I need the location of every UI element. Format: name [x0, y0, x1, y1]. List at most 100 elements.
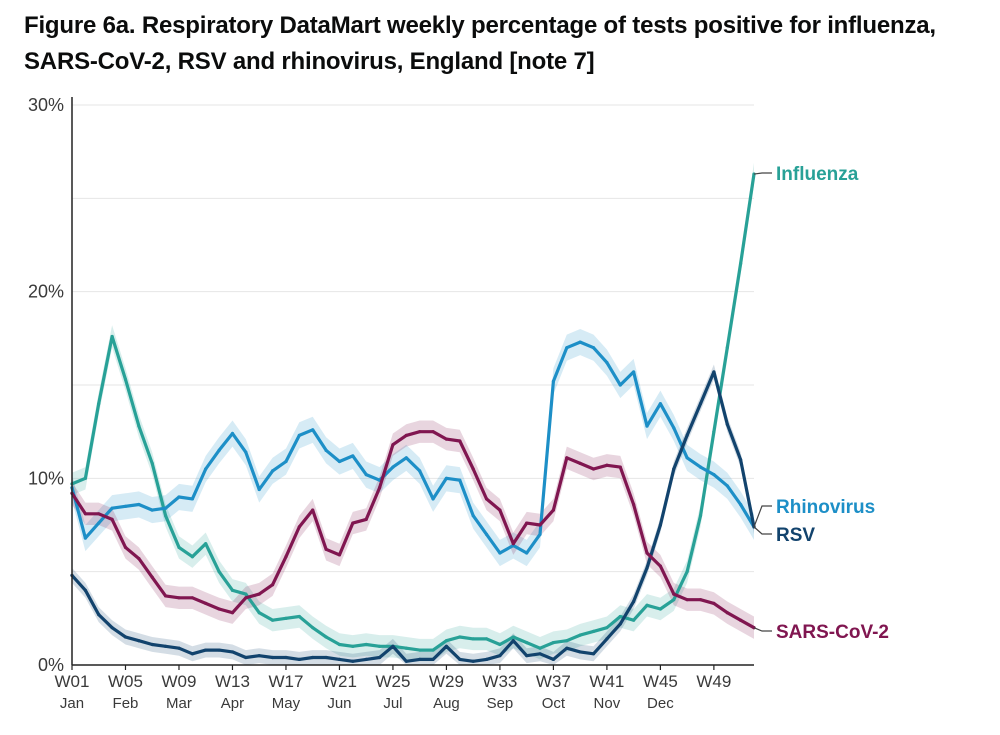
data-point	[471, 467, 475, 471]
data-point	[458, 635, 462, 639]
data-point	[712, 601, 716, 606]
data-point	[230, 588, 235, 592]
data-point	[672, 598, 676, 602]
x-month-label: Sep	[487, 695, 514, 712]
band-sars-cov-2	[72, 420, 754, 639]
data-point	[83, 476, 87, 480]
data-point	[658, 564, 662, 568]
x-month-label: Oct	[542, 695, 566, 712]
data-point	[498, 508, 502, 512]
data-point	[618, 383, 622, 387]
data-point	[725, 346, 729, 350]
data-point	[565, 456, 569, 460]
data-point	[230, 650, 235, 654]
data-point	[230, 431, 235, 436]
data-point	[364, 642, 368, 647]
data-point	[270, 618, 275, 622]
data-point	[391, 443, 395, 447]
data-point	[123, 635, 128, 639]
data-point	[698, 598, 703, 602]
data-point	[324, 655, 328, 660]
data-point	[164, 644, 168, 648]
data-point	[137, 424, 141, 428]
data-point	[284, 655, 288, 660]
data-point	[712, 370, 716, 374]
data-point	[418, 657, 422, 662]
data-point	[404, 433, 408, 437]
data-point	[632, 599, 636, 604]
x-tick-label: W49	[696, 672, 731, 691]
data-point	[270, 583, 275, 587]
data-point	[471, 659, 475, 663]
data-point	[444, 437, 449, 441]
data-point	[484, 497, 489, 501]
data-point	[712, 430, 716, 434]
data-point	[685, 570, 689, 574]
data-point	[391, 465, 395, 469]
data-point	[204, 601, 208, 606]
data-point	[444, 639, 449, 643]
data-point	[110, 506, 114, 510]
data-point	[632, 502, 636, 507]
data-point	[591, 629, 596, 634]
chart-title: Figure 6a. Respiratory DataMart weekly p…	[24, 12, 936, 75]
x-month-label: Mar	[166, 695, 192, 712]
data-point	[190, 596, 194, 600]
data-point	[605, 361, 609, 365]
data-point	[418, 648, 422, 652]
data-point	[377, 655, 382, 660]
data-point	[484, 532, 489, 536]
data-point	[538, 652, 542, 656]
data-point	[364, 517, 368, 522]
data-point	[164, 514, 168, 518]
data-point	[725, 422, 729, 426]
data-point	[217, 448, 221, 452]
data-point	[230, 611, 235, 615]
data-point	[257, 592, 261, 596]
data-point	[311, 626, 315, 630]
x-month-label: Dec	[647, 695, 674, 712]
data-point	[739, 262, 743, 266]
data-point	[698, 402, 703, 406]
data-point	[150, 575, 154, 579]
data-point	[739, 458, 743, 462]
data-point	[458, 657, 462, 662]
data-point	[311, 655, 315, 660]
data-point	[123, 377, 128, 381]
data-point	[164, 594, 168, 598]
x-tick-label: W25	[375, 672, 410, 691]
data-point	[685, 433, 689, 437]
data-point	[484, 637, 489, 641]
data-point	[123, 545, 128, 550]
data-point	[471, 514, 475, 518]
label-leader-line	[753, 526, 772, 535]
data-point	[217, 607, 221, 611]
series-line-rsv	[70, 370, 756, 663]
x-tick-label: W21	[322, 672, 357, 691]
data-point	[525, 641, 529, 645]
data-point	[110, 626, 114, 630]
data-point	[618, 614, 622, 619]
data-point	[297, 657, 301, 662]
data-point	[297, 433, 301, 437]
series-lines	[70, 172, 756, 663]
data-point	[551, 379, 556, 383]
data-point	[177, 495, 181, 499]
data-point	[110, 334, 114, 339]
data-point	[244, 592, 248, 596]
data-point	[498, 654, 502, 658]
data-point	[672, 592, 676, 596]
data-point	[351, 659, 355, 663]
axes: 0% 10% 20% 30% W01 Jan W05 Feb W09 Mar W13 Apr W17 Ma…	[28, 95, 754, 712]
data-point	[190, 555, 194, 559]
data-point	[645, 551, 649, 555]
series-line-influenza	[70, 172, 756, 652]
x-month-label: Aug	[433, 695, 460, 712]
data-point	[444, 476, 449, 480]
data-point	[177, 545, 181, 550]
data-point	[698, 465, 703, 469]
data-point	[190, 652, 194, 656]
data-point	[297, 614, 301, 619]
label-leader-line	[753, 505, 772, 528]
